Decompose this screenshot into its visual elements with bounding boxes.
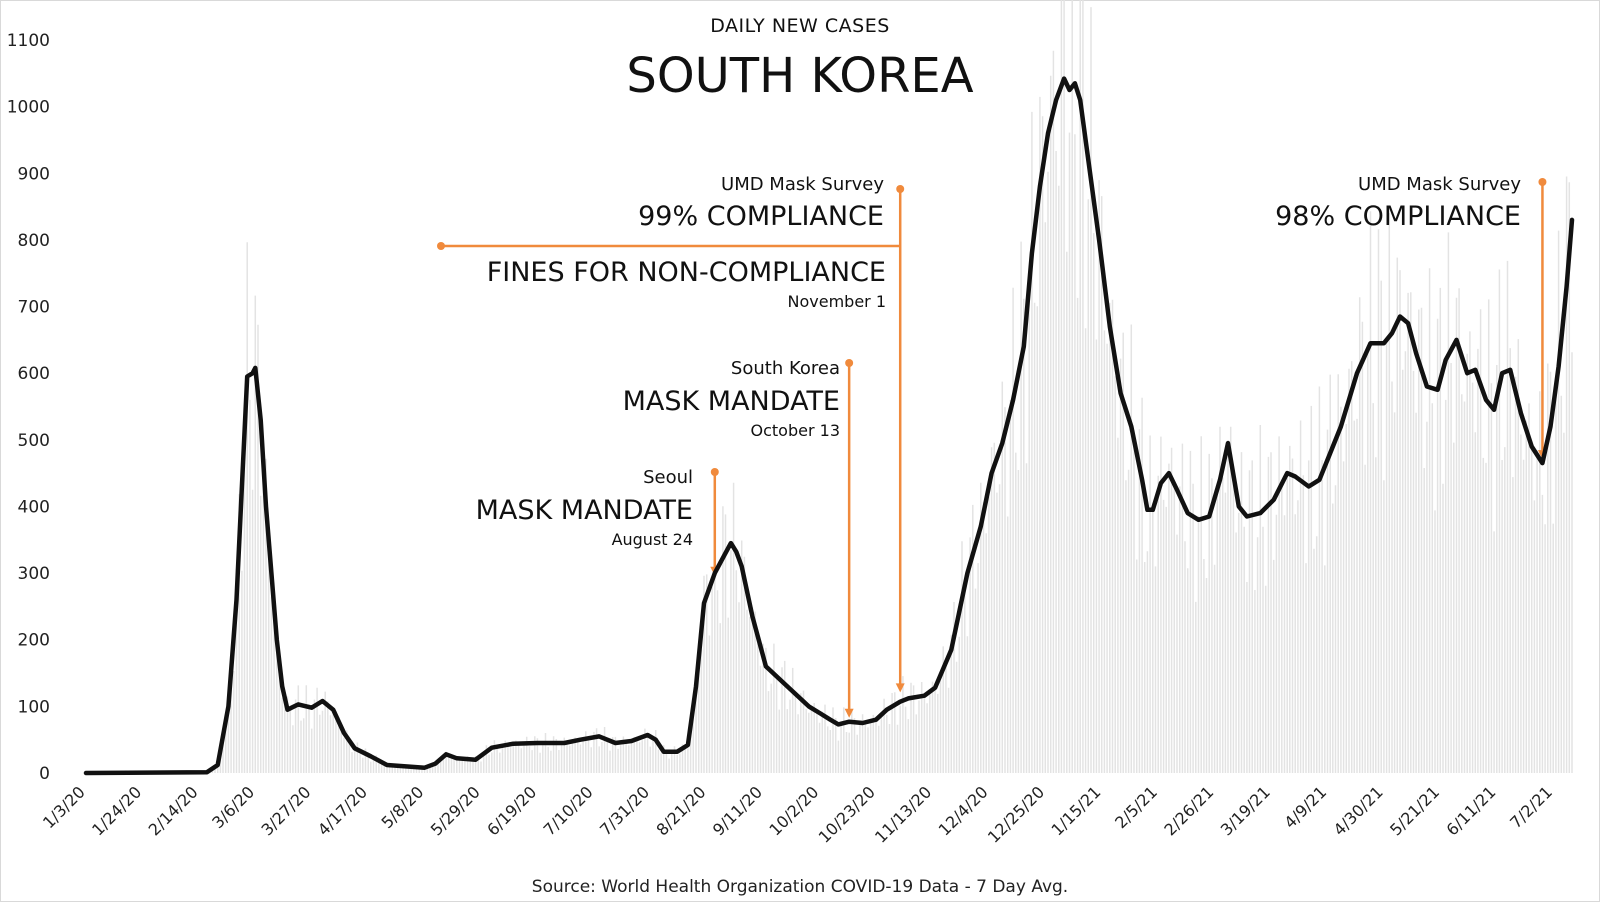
y-tick-label: 1100: [7, 31, 50, 51]
annotation-umd-99-dot: [896, 185, 905, 193]
annotation-umd-98-source: UMD Mask Survey: [1358, 174, 1521, 195]
y-tick-label: 200: [18, 631, 50, 651]
x-tick-label: 2/26/21: [1160, 782, 1217, 839]
y-tick-label: 300: [18, 564, 50, 584]
chart-title: SOUTH KOREA: [626, 48, 973, 104]
annotation-umd-98: UMD Mask Survey 98% COMPLIANCE: [1275, 174, 1547, 460]
annotation-south-korea-title: MASK MANDATE: [623, 386, 840, 417]
annotation-umd-99: UMD Mask Survey 99% COMPLIANCE FINES FOR…: [437, 174, 905, 693]
x-tick-label: 5/21/21: [1386, 782, 1443, 839]
y-tick-label: 900: [18, 164, 50, 184]
chart-source: Source: World Health Organization COVID-…: [532, 877, 1068, 897]
x-tick-label: 4/9/21: [1280, 782, 1330, 832]
annotation-umd-99-title: 99% COMPLIANCE: [638, 201, 884, 232]
x-tick-label: 3/27/20: [257, 782, 314, 839]
y-tick-label: 800: [18, 231, 50, 251]
x-tick-label: 4/30/21: [1330, 782, 1387, 839]
annotation-south-korea-arrow: [844, 708, 854, 718]
annotation-south-korea-region: South Korea: [731, 358, 840, 379]
x-tick-label: 2/5/21: [1111, 782, 1161, 832]
x-axis: 1/3/20 1/24/20 2/14/20 3/6/20 3/27/20 4/17/20…: [39, 782, 1556, 846]
x-tick-label: 3/6/20: [208, 782, 258, 832]
x-tick-label: 11/13/20: [871, 782, 935, 846]
series-line-7day-avg: [83, 76, 1575, 776]
annotation-south-korea-dot: [845, 359, 854, 367]
annotation-umd-98-dot: [1538, 178, 1547, 186]
x-tick-label: 7/31/20: [596, 782, 653, 839]
annotation-seoul-dot: [710, 468, 719, 476]
annotation-fines-dot: [437, 242, 445, 250]
y-axis: 0 100 200 300 400 500 600 700 800 900 1000 1100: [7, 31, 50, 784]
x-tick-label: 12/4/20: [935, 782, 992, 839]
annotation-umd-99-source: UMD Mask Survey: [721, 174, 884, 195]
x-tick-label: 1/3/20: [39, 782, 89, 832]
annotation-umd-99-arrow: [895, 683, 905, 693]
annotation-fines-date: November 1: [788, 292, 887, 311]
y-tick-label: 1000: [7, 98, 50, 118]
x-tick-label: 4/17/20: [314, 782, 371, 839]
y-tick-label: 700: [18, 298, 50, 318]
x-tick-label: 5/8/20: [378, 782, 428, 832]
y-tick-label: 400: [18, 497, 50, 517]
annotation-seoul-region: Seoul: [643, 467, 693, 488]
annotation-south-korea: South Korea MASK MANDATE October 13: [623, 358, 854, 718]
x-tick-label: 6/19/20: [483, 782, 540, 839]
x-tick-label: 12/25/20: [984, 782, 1048, 846]
annotation-seoul-date: August 24: [612, 530, 693, 549]
annotation-fines-title: FINES FOR NON-COMPLIANCE: [487, 257, 886, 288]
y-tick-label: 100: [18, 697, 50, 717]
y-tick-label: 0: [39, 764, 50, 784]
annotation-seoul-title: MASK MANDATE: [476, 495, 693, 526]
x-tick-label: 10/2/20: [765, 782, 822, 839]
x-tick-label: 3/19/21: [1217, 782, 1274, 839]
x-tick-label: 9/11/20: [709, 782, 766, 839]
annotation-south-korea-date: October 13: [751, 421, 840, 440]
x-tick-label: 5/29/20: [427, 782, 484, 839]
x-tick-label: 1/24/20: [88, 782, 145, 839]
x-tick-label: 7/2/21: [1506, 782, 1556, 832]
x-tick-label: 7/10/20: [540, 782, 597, 839]
x-tick-label: 10/23/20: [815, 782, 879, 846]
annotation-seoul: Seoul MASK MANDATE August 24: [476, 467, 720, 576]
annotation-umd-98-title: 98% COMPLIANCE: [1275, 201, 1521, 232]
chart-subtitle: DAILY NEW CASES: [710, 15, 890, 37]
x-tick-label: 8/21/20: [653, 782, 710, 839]
y-tick-label: 600: [18, 364, 50, 384]
x-tick-label: 2/14/20: [145, 782, 202, 839]
y-tick-label: 500: [18, 431, 50, 451]
x-tick-label: 1/15/21: [1048, 782, 1105, 839]
x-tick-label: 6/11/21: [1443, 782, 1500, 839]
